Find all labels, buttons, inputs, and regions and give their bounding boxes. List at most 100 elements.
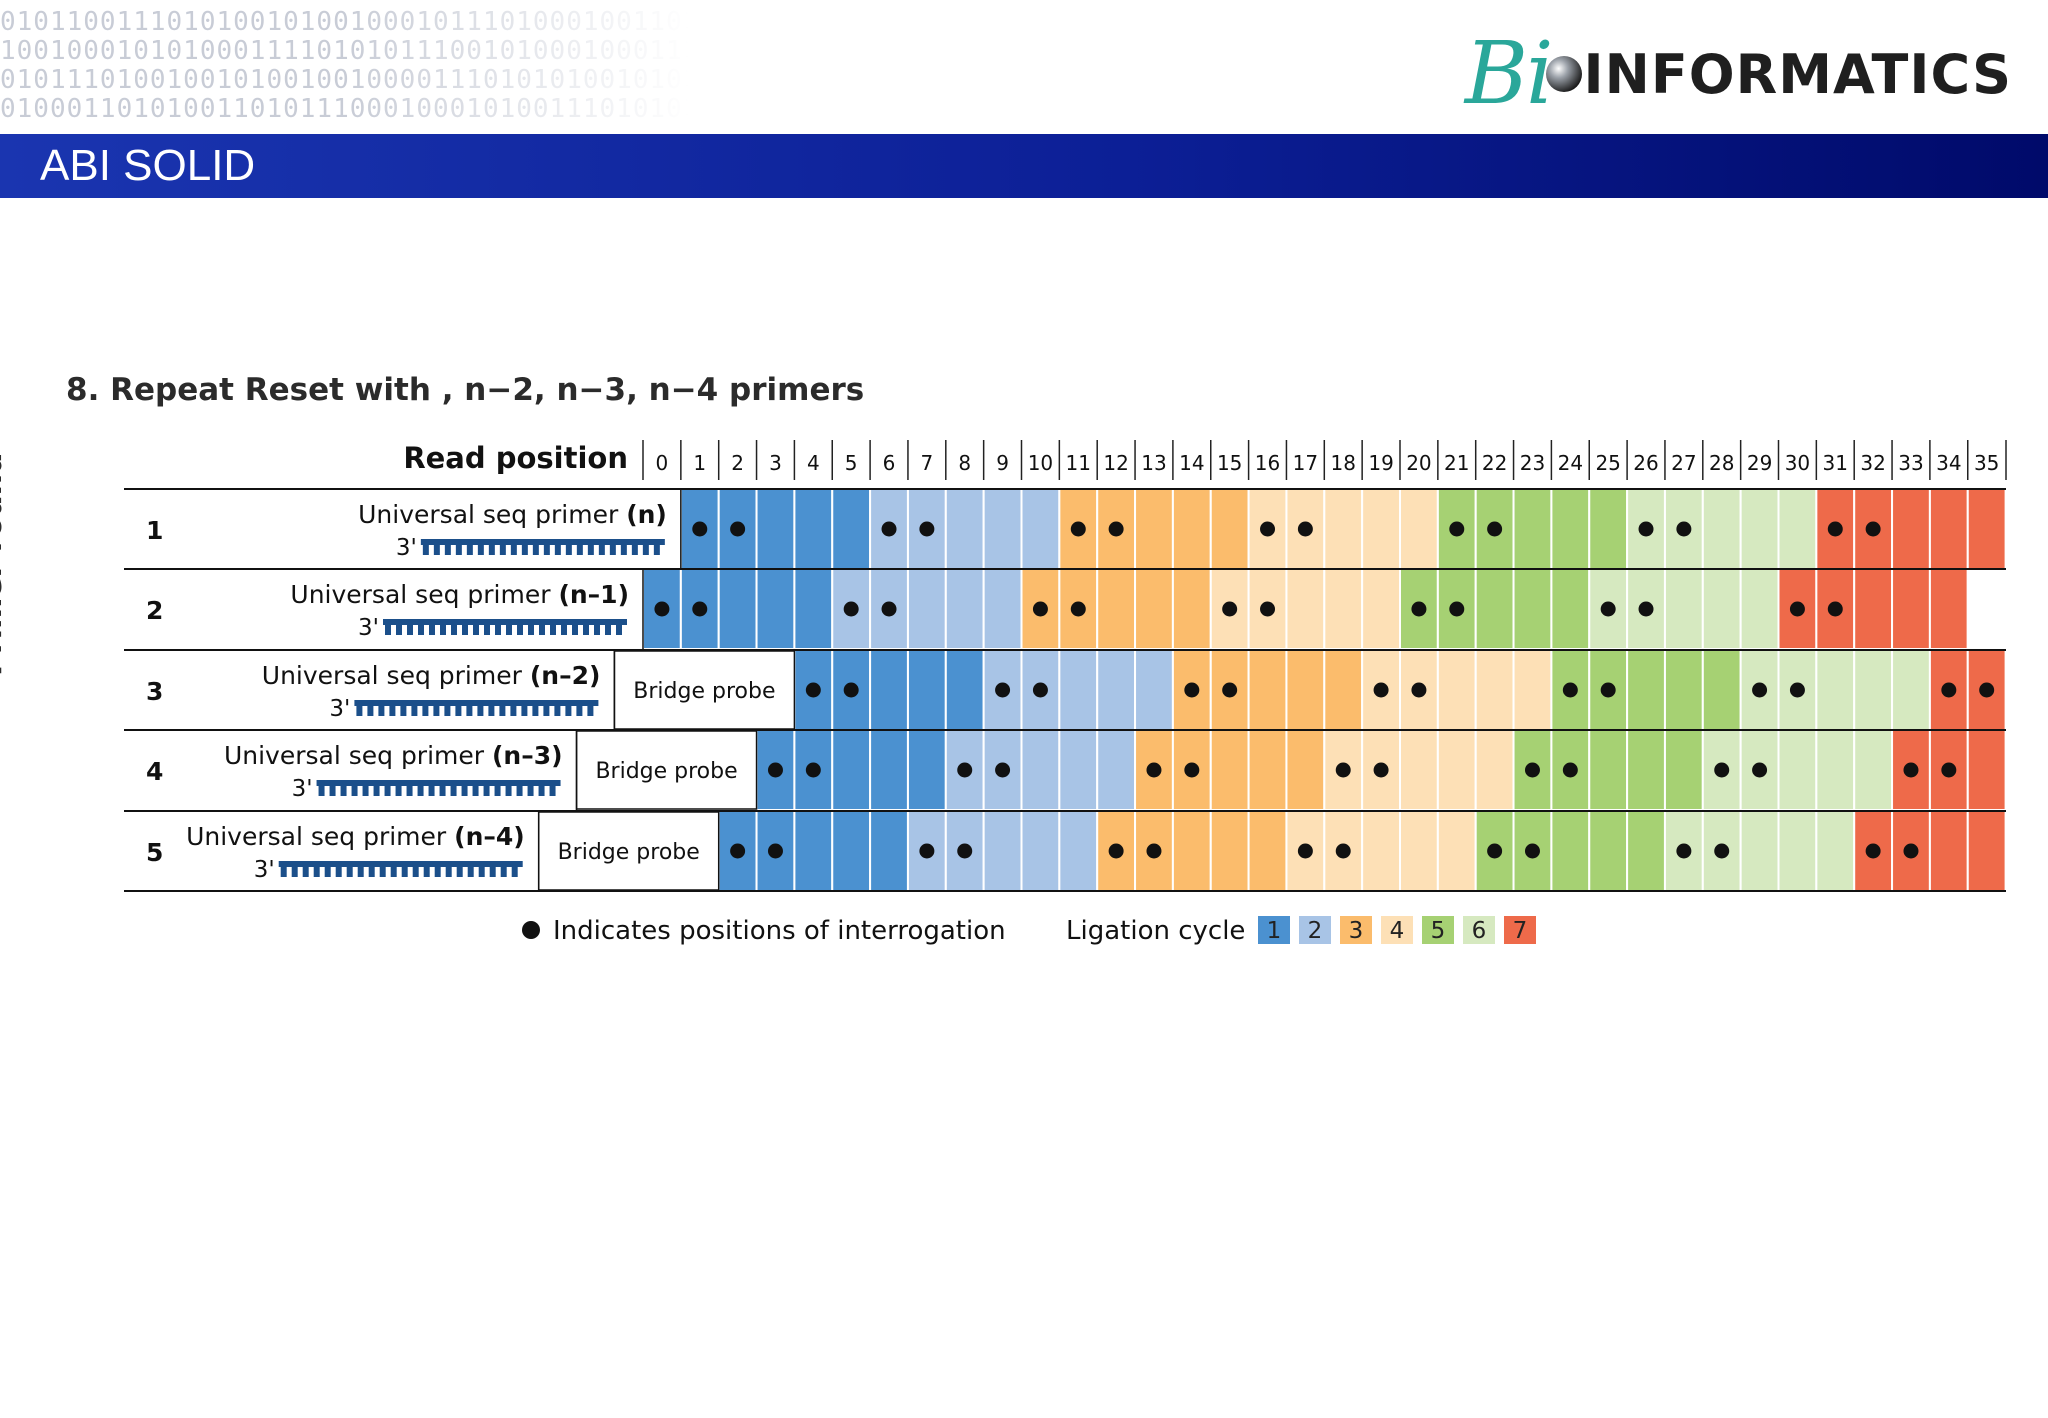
ligation-cell <box>1891 488 1931 570</box>
interrogation-dot <box>1108 521 1124 537</box>
ligation-cell <box>944 488 985 570</box>
read-position-tick: 20 <box>1406 451 1431 475</box>
three-prime-label: 3' <box>358 615 379 641</box>
svg-text:1: 1 <box>1267 918 1282 944</box>
svg-text:2: 2 <box>1308 918 1323 944</box>
ligation-cell <box>1399 810 1439 892</box>
ligation-cell <box>1663 729 1704 811</box>
read-position-tick: 7 <box>921 451 934 475</box>
ligation-cell <box>1815 649 1856 731</box>
read-position-tick: 30 <box>1785 451 1810 475</box>
legend-cycle-swatch: 6 <box>1463 916 1495 944</box>
interrogation-dot <box>1714 762 1730 778</box>
ligation-cell <box>1891 568 1931 650</box>
ligation-cell <box>1853 649 1894 731</box>
interrogation-dot <box>1903 762 1919 778</box>
interrogation-dot <box>1676 843 1692 859</box>
read-position-tick: 29 <box>1747 451 1772 475</box>
interrogation-dot <box>730 521 746 537</box>
interrogation-dot <box>1373 762 1389 778</box>
ligation-cell <box>1096 568 1137 650</box>
primer-strand-icon <box>420 539 665 555</box>
legend-cycle-swatch: 1 <box>1258 916 1290 944</box>
read-position-tick: 3 <box>769 451 782 475</box>
primer-round-row: Bridge probe 4 Universal seq primer (n–3) 3… <box>124 729 2007 811</box>
read-position-tick: 17 <box>1293 451 1318 475</box>
ligation-cell <box>1626 649 1666 731</box>
ligation-cell <box>1853 568 1894 650</box>
interrogation-dot <box>881 601 897 617</box>
ligation-cell <box>906 729 947 811</box>
read-position-tick: 22 <box>1482 451 1507 475</box>
interrogation-dot <box>1222 682 1238 698</box>
ligation-cell <box>1474 729 1515 811</box>
interrogation-dot <box>919 843 935 859</box>
legend-dot-text: Indicates positions of interrogation <box>553 916 1006 946</box>
read-position-tick: 4 <box>807 451 820 475</box>
ligation-cell <box>1436 729 1477 811</box>
interrogation-dot <box>843 601 859 617</box>
ligation-cell <box>1777 810 1818 892</box>
ligation-cell <box>1436 649 1477 731</box>
round-number: 1 <box>146 516 163 545</box>
title-bar: ABI SOLID <box>0 134 2048 198</box>
interrogation-dot <box>1865 843 1881 859</box>
ligation-cell <box>793 488 834 570</box>
ligation-cell <box>1777 488 1818 570</box>
interrogation-dot <box>1373 682 1389 698</box>
ligation-cell <box>793 810 834 892</box>
ligation-cell <box>1550 568 1591 650</box>
interrogation-dot <box>1070 521 1086 537</box>
primer-round-row: Bridge probe 3 Universal seq primer (n–2) 3… <box>124 649 2007 731</box>
ligation-cell <box>1966 810 2007 892</box>
bridge-probe-label: Bridge probe <box>633 679 775 704</box>
read-position-tick: 15 <box>1217 451 1242 475</box>
ligation-cell <box>755 488 796 570</box>
interrogation-dot <box>1562 762 1578 778</box>
step-title: 8. Repeat Reset with , n−2, n−3, n−4 pri… <box>66 372 865 408</box>
bridge-probe-label: Bridge probe <box>595 759 737 784</box>
ligation-cell <box>906 649 947 731</box>
interrogation-dot <box>995 762 1011 778</box>
interrogation-dot <box>654 601 670 617</box>
interrogation-dot <box>1752 762 1768 778</box>
interrogation-dot <box>1752 682 1768 698</box>
ligation-cell <box>1399 488 1439 570</box>
read-position-tick: 27 <box>1671 451 1696 475</box>
ligation-cell <box>831 810 872 892</box>
legend-cycle-swatch: 5 <box>1422 916 1454 944</box>
slide-title: ABI SOLID <box>40 141 256 190</box>
interrogation-dot <box>1146 762 1162 778</box>
interrogation-dot <box>1789 601 1805 617</box>
ligation-cell <box>1361 488 1402 570</box>
ligation-cell <box>1399 729 1439 811</box>
interrogation-dot <box>1184 762 1200 778</box>
read-position-tick: 21 <box>1444 451 1469 475</box>
read-position-tick: 8 <box>958 451 971 475</box>
ligation-cell <box>717 568 758 650</box>
svg-text:7: 7 <box>1513 918 1528 944</box>
ligation-cell <box>831 729 872 811</box>
ligation-cell <box>1058 649 1099 731</box>
interrogation-dot <box>1827 601 1843 617</box>
interrogation-dot <box>1789 682 1805 698</box>
ligation-cell <box>1096 649 1137 731</box>
ligation-cell <box>793 568 834 650</box>
read-position-tick: 1 <box>693 451 706 475</box>
interrogation-dot <box>1524 843 1540 859</box>
ligation-cell <box>1966 729 2007 811</box>
interrogation-dot <box>957 843 973 859</box>
read-position-tick: 16 <box>1255 451 1280 475</box>
interrogation-dot <box>1638 601 1654 617</box>
legend-dot-icon <box>522 921 540 939</box>
ligation-cell <box>1323 488 1364 570</box>
legend-cycle-swatch: 2 <box>1299 916 1331 944</box>
logo-word-text: INFORMATICS <box>1583 42 2012 106</box>
read-position-tick: 31 <box>1823 451 1848 475</box>
ligation-cell <box>1020 729 1061 811</box>
primer-strand-icon <box>278 861 523 877</box>
three-prime-label: 3' <box>254 857 275 883</box>
ligation-cell <box>1171 810 1212 892</box>
primer-label: Universal seq primer (n–4) <box>186 822 525 851</box>
